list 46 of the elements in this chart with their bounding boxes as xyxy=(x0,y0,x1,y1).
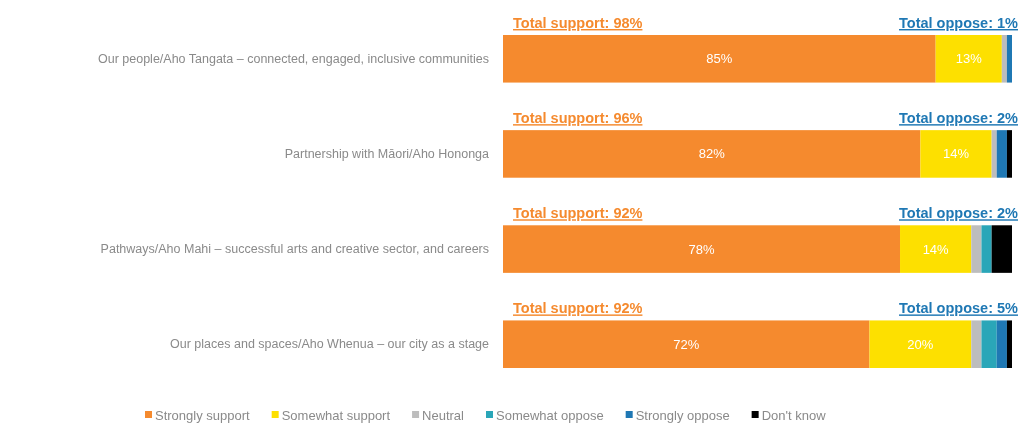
y-tick-label: Pathways/Aho Mahi – successful arts and creative sector, and careers xyxy=(100,242,489,257)
bar xyxy=(935,35,1002,83)
data-label: 13% xyxy=(955,51,983,67)
data-label: 14% xyxy=(922,241,950,257)
bar xyxy=(996,130,1007,178)
legend-label: Neutral xyxy=(422,407,465,423)
bar xyxy=(503,225,901,273)
legend-label: Somewhat support xyxy=(281,407,391,423)
bar xyxy=(996,320,1007,368)
legend-label: Somewhat oppose xyxy=(496,407,604,423)
bar xyxy=(869,320,972,368)
bar xyxy=(991,130,997,178)
bar xyxy=(971,320,982,368)
bar xyxy=(503,35,936,83)
annotation: Total oppose: 2% xyxy=(899,110,1019,127)
data-label: 85% xyxy=(706,51,733,67)
legend-label: Strongly support xyxy=(155,407,251,423)
bar xyxy=(981,320,997,368)
annotation: Total support: 98% xyxy=(513,15,643,31)
y-tick-label: Our people/Aho Tangata – connected, engaged, inclusive communities xyxy=(98,51,489,66)
bar xyxy=(1006,320,1012,368)
y-tick-label: Our places and spaces/Aho Whenua – our city as a stage xyxy=(170,337,490,352)
annotation: Total oppose: 1% xyxy=(899,15,1019,31)
bar xyxy=(920,130,992,178)
annotation: Total support: 92% xyxy=(513,300,643,317)
data-label: 82% xyxy=(698,146,726,162)
bar xyxy=(991,225,1012,273)
annotation: Total oppose: 2% xyxy=(899,205,1019,222)
data-label: 20% xyxy=(907,336,934,352)
bar xyxy=(1001,35,1007,83)
bar xyxy=(503,130,921,178)
bar xyxy=(503,320,870,368)
bar xyxy=(1006,35,1012,83)
data-label: 72% xyxy=(673,336,700,352)
annotation: Total oppose: 5% xyxy=(899,300,1019,317)
annotation: Total support: 96% xyxy=(513,110,643,127)
bar xyxy=(1006,130,1012,178)
data-label: 14% xyxy=(942,146,970,162)
legend-label: Strongly oppose xyxy=(635,407,730,423)
legend-label: Don't know xyxy=(761,407,827,423)
y-tick-label: Partnership with Māori/Aho Hononga xyxy=(284,146,490,161)
annotation: Total support: 92% xyxy=(513,205,643,222)
bar xyxy=(900,225,972,273)
data-label: 78% xyxy=(688,241,715,257)
bar xyxy=(981,225,992,273)
bar xyxy=(971,225,982,273)
